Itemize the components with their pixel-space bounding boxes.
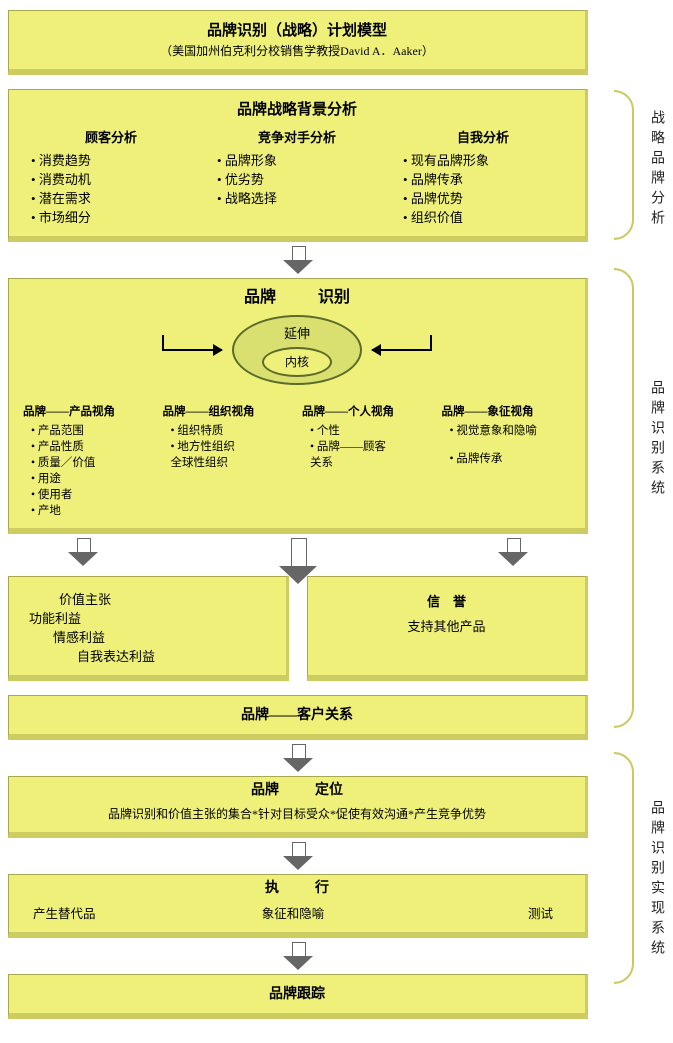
identity-block: 品牌识别 延伸 内核 品牌——产品视角 产品范围 产品性质 质量／价值: [8, 278, 588, 534]
value-prop-block: 价值主张 功能利益 情感利益 自我表达利益: [8, 576, 289, 681]
execution-items: 产生替代品 象征和隐喻 测试: [23, 903, 571, 922]
analysis-title: 品牌战略背景分析: [23, 98, 571, 119]
relationship-block: 品牌——客户关系: [8, 695, 588, 740]
positioning-block: 品牌定位 品牌识别和价值主张的集合*针对目标受众*促使有效沟通*产生竞争优势: [8, 776, 588, 838]
arrow-down-icon: [68, 538, 98, 566]
arrow-down-icon: [283, 842, 313, 870]
arrow-left-icon: [162, 349, 222, 351]
arrow-down-icon: [283, 246, 313, 274]
positioning-title: 品牌定位: [23, 779, 571, 799]
identity-col-symbol: 品牌——象征视角 视觉意象和隐喻 品牌传承: [442, 403, 572, 518]
analysis-block: 品牌战略背景分析 顾客分析 消费趋势 消费动机 潜在需求 市场细分 竞争对手分析…: [8, 89, 588, 242]
header-subtitle: （美国加州伯克利分校销售学教授David A．Aaker）: [23, 42, 571, 59]
execution-block: 执行 产生替代品 象征和隐喻 测试: [8, 874, 588, 938]
identity-col-org: 品牌——组织视角 组织特质 地方性组织 全球性组织: [163, 403, 293, 518]
bracket-1-label: 战略品牌分析: [646, 110, 666, 230]
analysis-columns: 顾客分析 消费趋势 消费动机 潜在需求 市场细分 竞争对手分析 品牌形象 优劣势…: [23, 127, 571, 226]
credibility-block: 信 誉 支持其他产品: [307, 576, 588, 681]
analysis-col-competitor: 竞争对手分析 品牌形象 优劣势 战略选择: [209, 127, 385, 226]
identity-title: 品牌识别: [23, 283, 571, 307]
ellipse-outer: 延伸 内核: [232, 315, 362, 385]
arrow-down-icon: [283, 942, 313, 970]
bracket-3: [614, 752, 634, 984]
analysis-col-self: 自我分析 现有品牌形象 品牌传承 品牌优势 组织价值: [395, 127, 571, 226]
bracket-3-label: 品牌识别实现系统: [646, 800, 666, 960]
identity-columns: 品牌——产品视角 产品范围 产品性质 质量／价值 用途 使用者 产地 品牌——组…: [23, 403, 571, 518]
value-credibility-row: 价值主张 功能利益 情感利益 自我表达利益 信 誉 支持其他产品: [8, 576, 588, 681]
arrow-down-icon: [498, 538, 528, 566]
header-block: 品牌识别（战略）计划模型 （美国加州伯克利分校销售学教授David A．Aake…: [8, 10, 588, 75]
arrow-down-icon: [283, 744, 313, 772]
analysis-col-customer: 顾客分析 消费趋势 消费动机 潜在需求 市场细分: [23, 127, 199, 226]
positioning-line: 品牌识别和价值主张的集合*针对目标受众*促使有效沟通*产生竞争优势: [23, 805, 571, 822]
bracket-2-label: 品牌识别系统: [646, 380, 666, 620]
bracket-2: [614, 268, 634, 728]
execution-title: 执行: [23, 877, 571, 897]
identity-ellipse: 延伸 内核: [23, 315, 571, 389]
identity-col-product: 品牌——产品视角 产品范围 产品性质 质量／价值 用途 使用者 产地: [23, 403, 153, 518]
arrow-right-icon: [372, 349, 432, 351]
identity-col-person: 品牌——个人视角 个性 品牌——顾客 关系: [302, 403, 432, 518]
bracket-1: [614, 90, 634, 240]
tracking-block: 品牌跟踪: [8, 974, 588, 1019]
header-title: 品牌识别（战略）计划模型: [23, 19, 571, 40]
ellipse-inner: 内核: [262, 347, 332, 377]
diagram-container: 战略品牌分析 品牌识别系统 品牌识别实现系统 品牌识别（战略）计划模型 （美国加…: [8, 10, 588, 1019]
